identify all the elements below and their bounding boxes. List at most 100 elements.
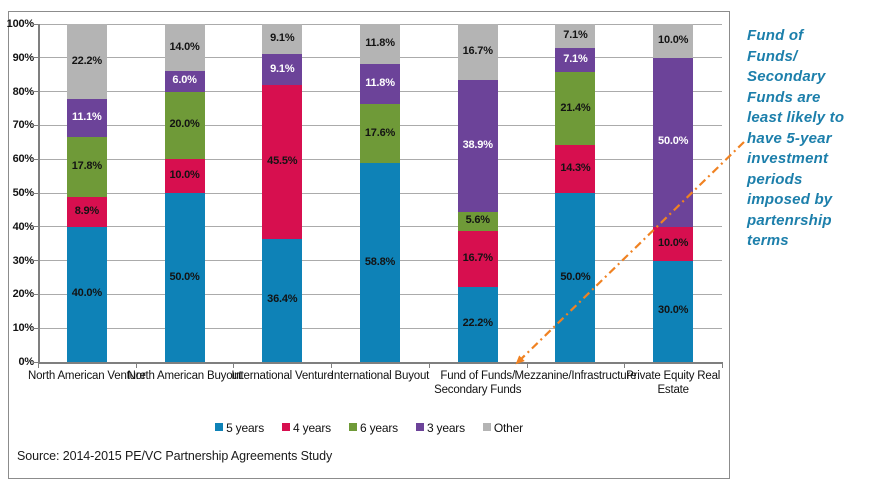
bar-segment [360, 103, 400, 164]
y-axis-label: 60% [12, 153, 35, 166]
legend-label: Other [493, 421, 523, 435]
bar-segment [360, 163, 400, 362]
y-axis-label: 30% [12, 254, 35, 267]
bar-segment [66, 24, 107, 100]
segment-label: 10.0% [169, 169, 200, 182]
bar-segment [164, 159, 205, 193]
y-axis-label: 90% [12, 51, 35, 64]
bar-segment [262, 23, 303, 55]
bar-segment [66, 99, 107, 137]
y-axis-label: 70% [12, 119, 35, 132]
x-axis-label: Mezzanine/Infrastructure [514, 370, 637, 382]
bar-segment [457, 286, 498, 362]
legend-item: 5 years [215, 421, 264, 435]
y-axis-line [38, 24, 40, 362]
segment-label: 9.1% [270, 32, 295, 45]
segment-label: 11.8% [365, 36, 395, 49]
segment-label: 58.8% [364, 255, 396, 268]
segment-label: 45.5% [267, 155, 298, 168]
x-axis-tick [38, 363, 39, 368]
legend-label: 5 years [226, 421, 265, 435]
segment-label: 50.0% [169, 270, 200, 283]
y-axis-tick [33, 23, 38, 25]
source-text: Source: 2014-2015 PE/VC Partnership Agre… [17, 449, 333, 463]
y-axis-tick [33, 327, 38, 329]
bar-segment [66, 196, 107, 227]
y-axis-tick [33, 91, 38, 93]
y-axis-tick [33, 293, 38, 295]
x-axis-label: International Buyout [330, 370, 430, 382]
bar-segment [164, 193, 205, 362]
bar-segment [262, 85, 303, 239]
bar-segment [164, 91, 205, 160]
bar-segment [457, 23, 498, 81]
x-axis-tick [428, 363, 430, 368]
x-axis-tick [331, 363, 333, 368]
bar-segment [164, 71, 205, 92]
x-axis-label: North American Venture [27, 370, 146, 382]
y-axis-label: 100% [6, 18, 35, 30]
legend-label: 4 years [293, 421, 331, 435]
y-axis-tick [33, 192, 38, 194]
legend-item: 6 years [348, 421, 398, 435]
segment-label: 16.7% [462, 44, 493, 57]
y-axis-label: 50% [12, 187, 35, 199]
bar-segment [66, 226, 107, 362]
bar-segment [555, 24, 596, 49]
segment-label: 11.1% [72, 110, 102, 123]
segment-label: 7.1% [563, 29, 588, 42]
legend-item: 4 years [282, 421, 331, 435]
segment-label: 5.6% [465, 214, 490, 227]
legend-swatch [415, 422, 424, 431]
y-axis-tick [33, 158, 38, 160]
segment-label: 38.9% [462, 138, 493, 151]
y-axis-label: 20% [12, 288, 35, 301]
x-axis-label: North American Buyout [127, 370, 242, 382]
legend-swatch [482, 422, 491, 431]
segment-label: 7.1% [563, 53, 588, 66]
bar-segment [457, 230, 498, 287]
segment-label: 20.0% [169, 118, 200, 131]
bar-segment [555, 48, 596, 73]
segment-label: 10.0% [658, 33, 689, 46]
y-axis-label: 40% [12, 220, 35, 233]
bar-segment [653, 24, 694, 58]
x-axis-label: International Venture [231, 370, 334, 382]
legend-swatch [215, 422, 224, 431]
segment-label: 50.0% [560, 270, 591, 283]
y-axis-tick [33, 226, 38, 228]
x-axis-tick [624, 363, 626, 368]
segment-label: 6.0% [172, 74, 197, 87]
x-axis-label: Fund of Funds/ Secondary Funds [434, 370, 522, 396]
y-axis-label: 0% [18, 356, 35, 368]
segment-label: 11.8% [365, 76, 395, 89]
y-axis-tick [33, 57, 38, 59]
segment-label: 40.0% [71, 287, 102, 300]
segment-label: 8.9% [74, 204, 99, 217]
segment-label: 17.8% [71, 159, 102, 172]
legend-label: 3 years [426, 421, 465, 435]
y-axis-label: 80% [12, 85, 35, 98]
bar-segment [360, 63, 400, 104]
segment-label: 10.0% [658, 236, 689, 249]
x-axis-tick [526, 363, 528, 368]
segment-label: 17.6% [364, 126, 396, 139]
segment-label: 16.7% [462, 251, 493, 264]
segment-label: 14.3% [560, 161, 591, 174]
segment-label: 50.0% [658, 135, 689, 148]
legend-label: 6 years [359, 421, 398, 435]
segment-label: 22.2% [71, 54, 102, 67]
y-axis-label: 10% [12, 322, 35, 335]
x-axis-tick [135, 363, 137, 368]
segment-label: 14.0% [169, 40, 200, 53]
bar-segment [262, 54, 303, 86]
segment-label: 21.4% [560, 101, 591, 114]
annotation-text: Fund of Funds/ Secondary Funds are least… [747, 27, 845, 249]
legend-item: 3 years [415, 421, 465, 435]
bar-segment [457, 80, 498, 212]
legend-item: Other [482, 421, 523, 435]
y-axis-tick [33, 361, 38, 363]
x-axis-line [38, 362, 723, 364]
x-axis-tick [722, 363, 723, 368]
